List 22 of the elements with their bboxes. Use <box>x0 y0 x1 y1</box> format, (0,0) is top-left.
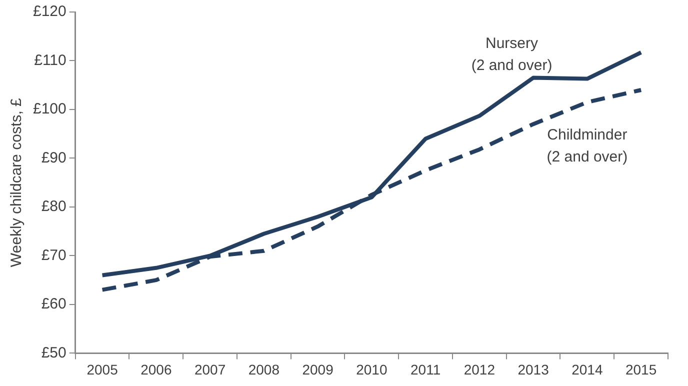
x-tick-label: 2010 <box>356 361 388 378</box>
y-axis-title: Weekly childcare costs, £ <box>8 97 26 268</box>
y-tick-label: £80 <box>41 198 66 216</box>
x-tick-label: 2012 <box>464 361 496 378</box>
x-tick-label: 2005 <box>86 361 118 378</box>
x-tick-label: 2013 <box>518 361 550 378</box>
x-tick-label: 2009 <box>302 361 334 378</box>
x-tick-label: 2006 <box>140 361 172 378</box>
x-tick-label: 2011 <box>410 361 441 378</box>
x-tick-label: 2014 <box>572 361 603 378</box>
x-tick-label: 2007 <box>194 361 226 378</box>
series-label: Childminder (2 and over) <box>546 126 628 166</box>
x-tick-label: 2015 <box>625 361 657 378</box>
y-tick-label: £60 <box>41 296 66 313</box>
y-tick-label: £50 <box>41 344 66 362</box>
y-tick-label: £100 <box>32 100 66 118</box>
y-tick-label: £120 <box>32 3 66 20</box>
x-tick-label: 2008 <box>248 361 280 378</box>
y-tick-label: £70 <box>41 246 66 264</box>
y-tick-label: £110 <box>34 52 66 69</box>
series-label: Nursery (2 and over) <box>471 35 552 74</box>
y-tick-label: £90 <box>41 149 66 166</box>
